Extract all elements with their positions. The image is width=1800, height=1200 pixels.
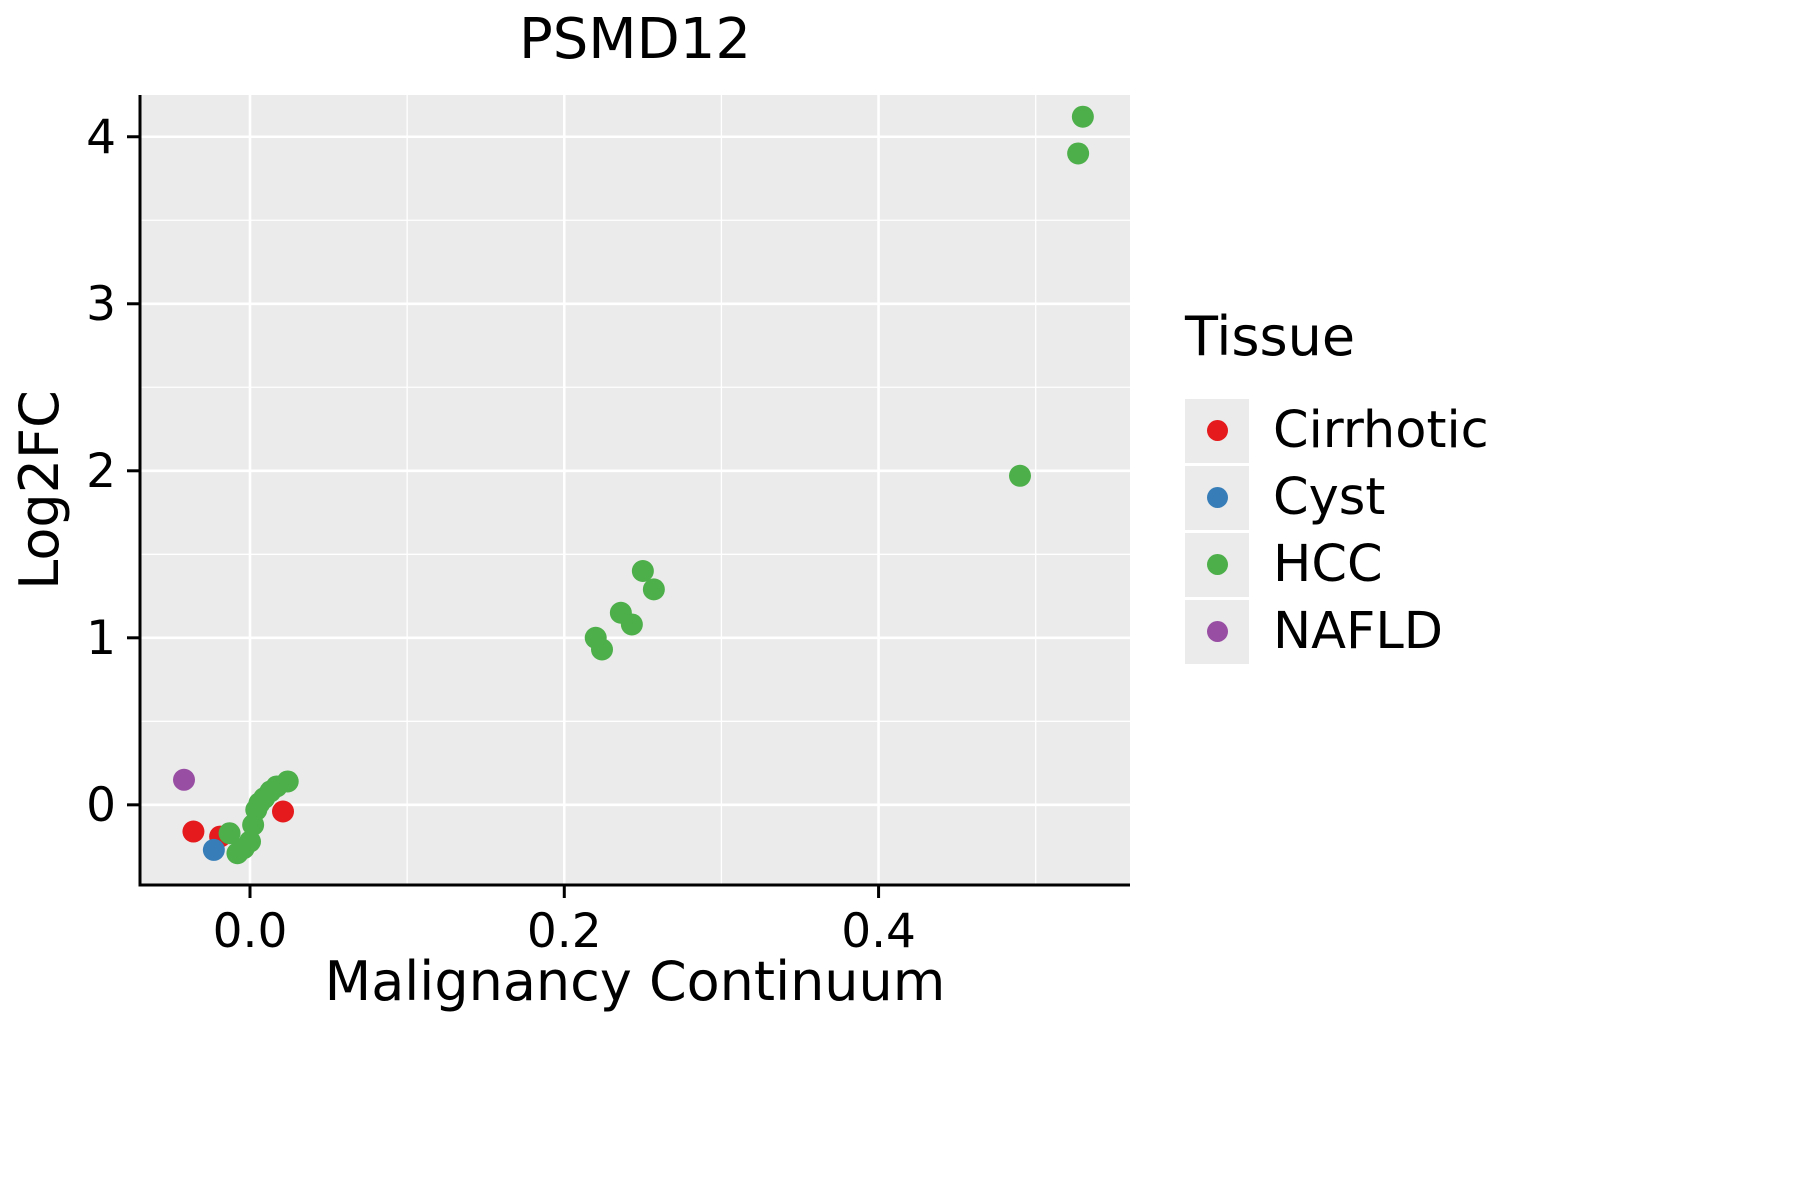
data-point-cirrhotic: [182, 820, 205, 843]
legend-label-cyst: Cyst: [1273, 467, 1386, 527]
x-tick-label: 0.2: [527, 904, 602, 959]
legend-label-nafld: NAFLD: [1273, 601, 1444, 661]
legend-key: [1185, 532, 1249, 597]
y-tick-label: 0: [86, 778, 116, 833]
legend-dot-cirrhotic: [1206, 420, 1228, 441]
legend-label-hcc: HCC: [1273, 534, 1383, 594]
y-tick-label: 3: [86, 277, 116, 332]
data-point-hcc: [1009, 464, 1031, 487]
x-axis-label: Malignancy Continuum: [324, 950, 946, 1013]
x-tick-label: 0.0: [213, 904, 288, 959]
legend: Tissue Cirrhotic Cyst HCC: [1185, 305, 1489, 665]
y-tick-label: 4: [86, 110, 116, 165]
data-point-hcc: [276, 770, 299, 793]
legend-item-hcc: HCC: [1185, 531, 1489, 598]
legend-title: Tissue: [1185, 305, 1356, 368]
legend-item-nafld: NAFLD: [1185, 598, 1489, 665]
data-point-cyst: [202, 838, 225, 861]
legend-key: [1185, 599, 1249, 664]
data-point-nafld: [173, 768, 195, 791]
legend-dot-cyst: [1206, 487, 1228, 508]
data-point-hcc: [218, 822, 241, 845]
y-tick-label: 1: [86, 611, 116, 666]
data-point-hcc: [631, 560, 654, 583]
legend-item-cirrhotic: Cirrhotic: [1185, 397, 1489, 464]
legend-dot-hcc: [1206, 554, 1228, 575]
data-point-hcc: [1071, 105, 1094, 128]
data-point-hcc: [239, 830, 261, 853]
data-point-hcc: [1067, 142, 1090, 165]
plot-panel: [140, 95, 1130, 885]
legend-items: Cirrhotic Cyst HCC NAFLD: [1185, 397, 1489, 665]
data-point-cirrhotic: [272, 800, 294, 823]
legend-key: [1185, 465, 1249, 530]
legend-key: [1185, 398, 1249, 463]
plot-title: PSMD12: [518, 7, 751, 72]
legend-item-cyst: Cyst: [1185, 464, 1489, 531]
data-point-hcc: [642, 578, 665, 601]
legend-label-cirrhotic: Cirrhotic: [1273, 400, 1489, 460]
legend-dot-nafld: [1206, 621, 1228, 642]
y-axis-label: Log2FC: [8, 390, 71, 590]
data-point-hcc: [620, 613, 643, 636]
y-tick-label: 2: [86, 444, 116, 499]
data-point-hcc: [591, 638, 613, 661]
x-tick-label: 0.4: [841, 904, 916, 959]
